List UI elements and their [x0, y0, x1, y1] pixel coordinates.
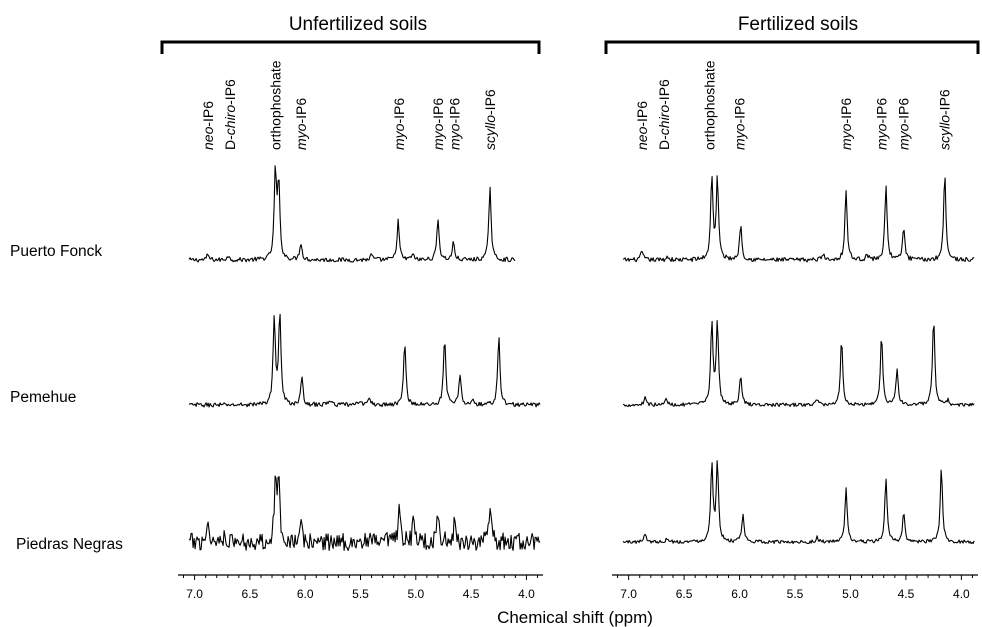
x-tick-label: 5.5	[787, 587, 804, 601]
peak-label: scyllo-IP6	[937, 89, 953, 150]
sample-labels: Puerto Fonck Pemehue Piedras Negras	[10, 243, 123, 553]
x-tick-label: 6.0	[731, 587, 748, 601]
x-tick-label: 6.5	[242, 587, 259, 601]
peak-label: myo-IP6	[838, 98, 854, 150]
x-tick-label: 5.0	[407, 587, 424, 601]
peak-label: D-chiro-IP6	[222, 79, 238, 150]
peak-label: myo-IP6	[732, 98, 748, 150]
x-tick-label: 5.5	[352, 587, 369, 601]
peak-label: scyllo-IP6	[482, 89, 498, 150]
peak-label: myo-IP6	[430, 98, 446, 150]
spectrum-line	[622, 460, 975, 545]
x-tick-label: 7.0	[620, 587, 637, 601]
peak-label: neo-IP6	[634, 101, 650, 150]
spectrum-line	[622, 319, 975, 408]
panel-bracket	[604, 40, 980, 54]
x-tick-label: 4.5	[463, 587, 480, 601]
x-tick-label: 4.5	[898, 587, 915, 601]
x-tick-label: 4.0	[518, 587, 535, 601]
x-axis: 7.0 6.5 6.0 5.5 5.0 4.5 4.0	[612, 574, 978, 601]
x-tick-label: 5.0	[842, 587, 859, 601]
spectrum-line	[188, 475, 541, 552]
x-tick-label: 6.5	[676, 587, 693, 601]
x-tick-label: 4.0	[953, 587, 970, 601]
spectrum-line	[188, 165, 516, 263]
x-tick-label: 6.0	[297, 587, 314, 601]
panel-bracket	[160, 40, 541, 54]
panel-2: Fertilized soils neo-IP6 D-chiro-IP6 orthop…	[604, 14, 980, 601]
peak-label: myo-IP6	[391, 98, 407, 150]
peak-label: myo-IP6	[293, 98, 309, 150]
peak-label: orthophoshate	[702, 60, 718, 150]
x-tick-label: 7.0	[186, 587, 203, 601]
panel-title: Fertilized soils	[738, 14, 858, 35]
peak-label: myo-IP6	[874, 98, 890, 150]
peak-label: D-chiro-IP6	[656, 79, 672, 150]
peak-label: myo-IP6	[896, 98, 912, 150]
sample-label: Pemehue	[10, 389, 76, 406]
spectrum-line	[188, 313, 541, 408]
sample-label: Piedras Negras	[16, 536, 123, 553]
panel-title: Unfertilized soils	[289, 14, 427, 35]
spectrum-line	[622, 175, 975, 263]
peak-label: myo-IP6	[447, 98, 463, 150]
x-axis-title: Chemical shift (ppm)	[497, 608, 653, 627]
peak-label: neo-IP6	[200, 101, 216, 150]
spectra-panels: Unfertilized soils neo-IP6 D-chiro-IP6 orth…	[160, 14, 980, 601]
x-axis: 7.0 6.5 6.0 5.5 5.0 4.5 4.0	[178, 574, 543, 601]
peak-label: orthophoshate	[267, 60, 283, 150]
sample-label: Puerto Fonck	[10, 243, 102, 260]
panel-1: Unfertilized soils neo-IP6 D-chiro-IP6 orth…	[160, 14, 543, 601]
